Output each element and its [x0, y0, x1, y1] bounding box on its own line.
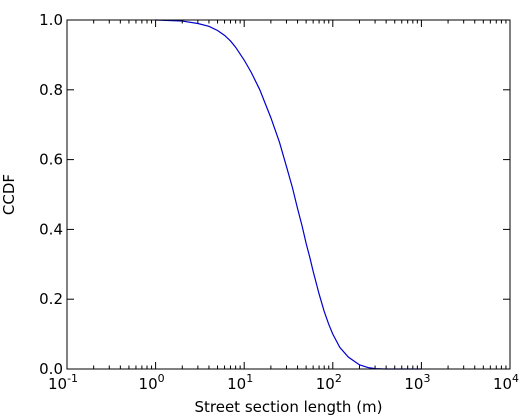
y-tick-label: 0.8 [39, 81, 63, 99]
x-axis-ticks: 10-1 100 101 102 103 104 [48, 20, 519, 393]
y-tick-label: 1.0 [39, 11, 63, 29]
x-tick-label: 101 [227, 372, 253, 393]
x-tick-label: 10-1 [48, 372, 78, 393]
y-tick-label: 0.0 [39, 360, 63, 378]
y-axis-ticks: 0.0 0.2 0.4 0.6 0.8 1.0 [39, 11, 510, 378]
x-tick-label: 102 [316, 372, 342, 393]
ccdf-series-line [155, 19, 422, 370]
x-axis-label: Street section length (m) [194, 398, 382, 416]
y-tick-label: 0.4 [39, 220, 63, 238]
y-axis-label: CCDF [0, 174, 18, 215]
axes-frame [66, 19, 511, 370]
y-tick-label: 0.2 [39, 290, 63, 308]
y-tick-label: 0.6 [39, 151, 63, 169]
x-tick-label: 104 [493, 372, 519, 393]
x-tick-label: 103 [404, 372, 430, 393]
plot-area [66, 19, 511, 370]
x-tick-label: 100 [139, 372, 165, 393]
